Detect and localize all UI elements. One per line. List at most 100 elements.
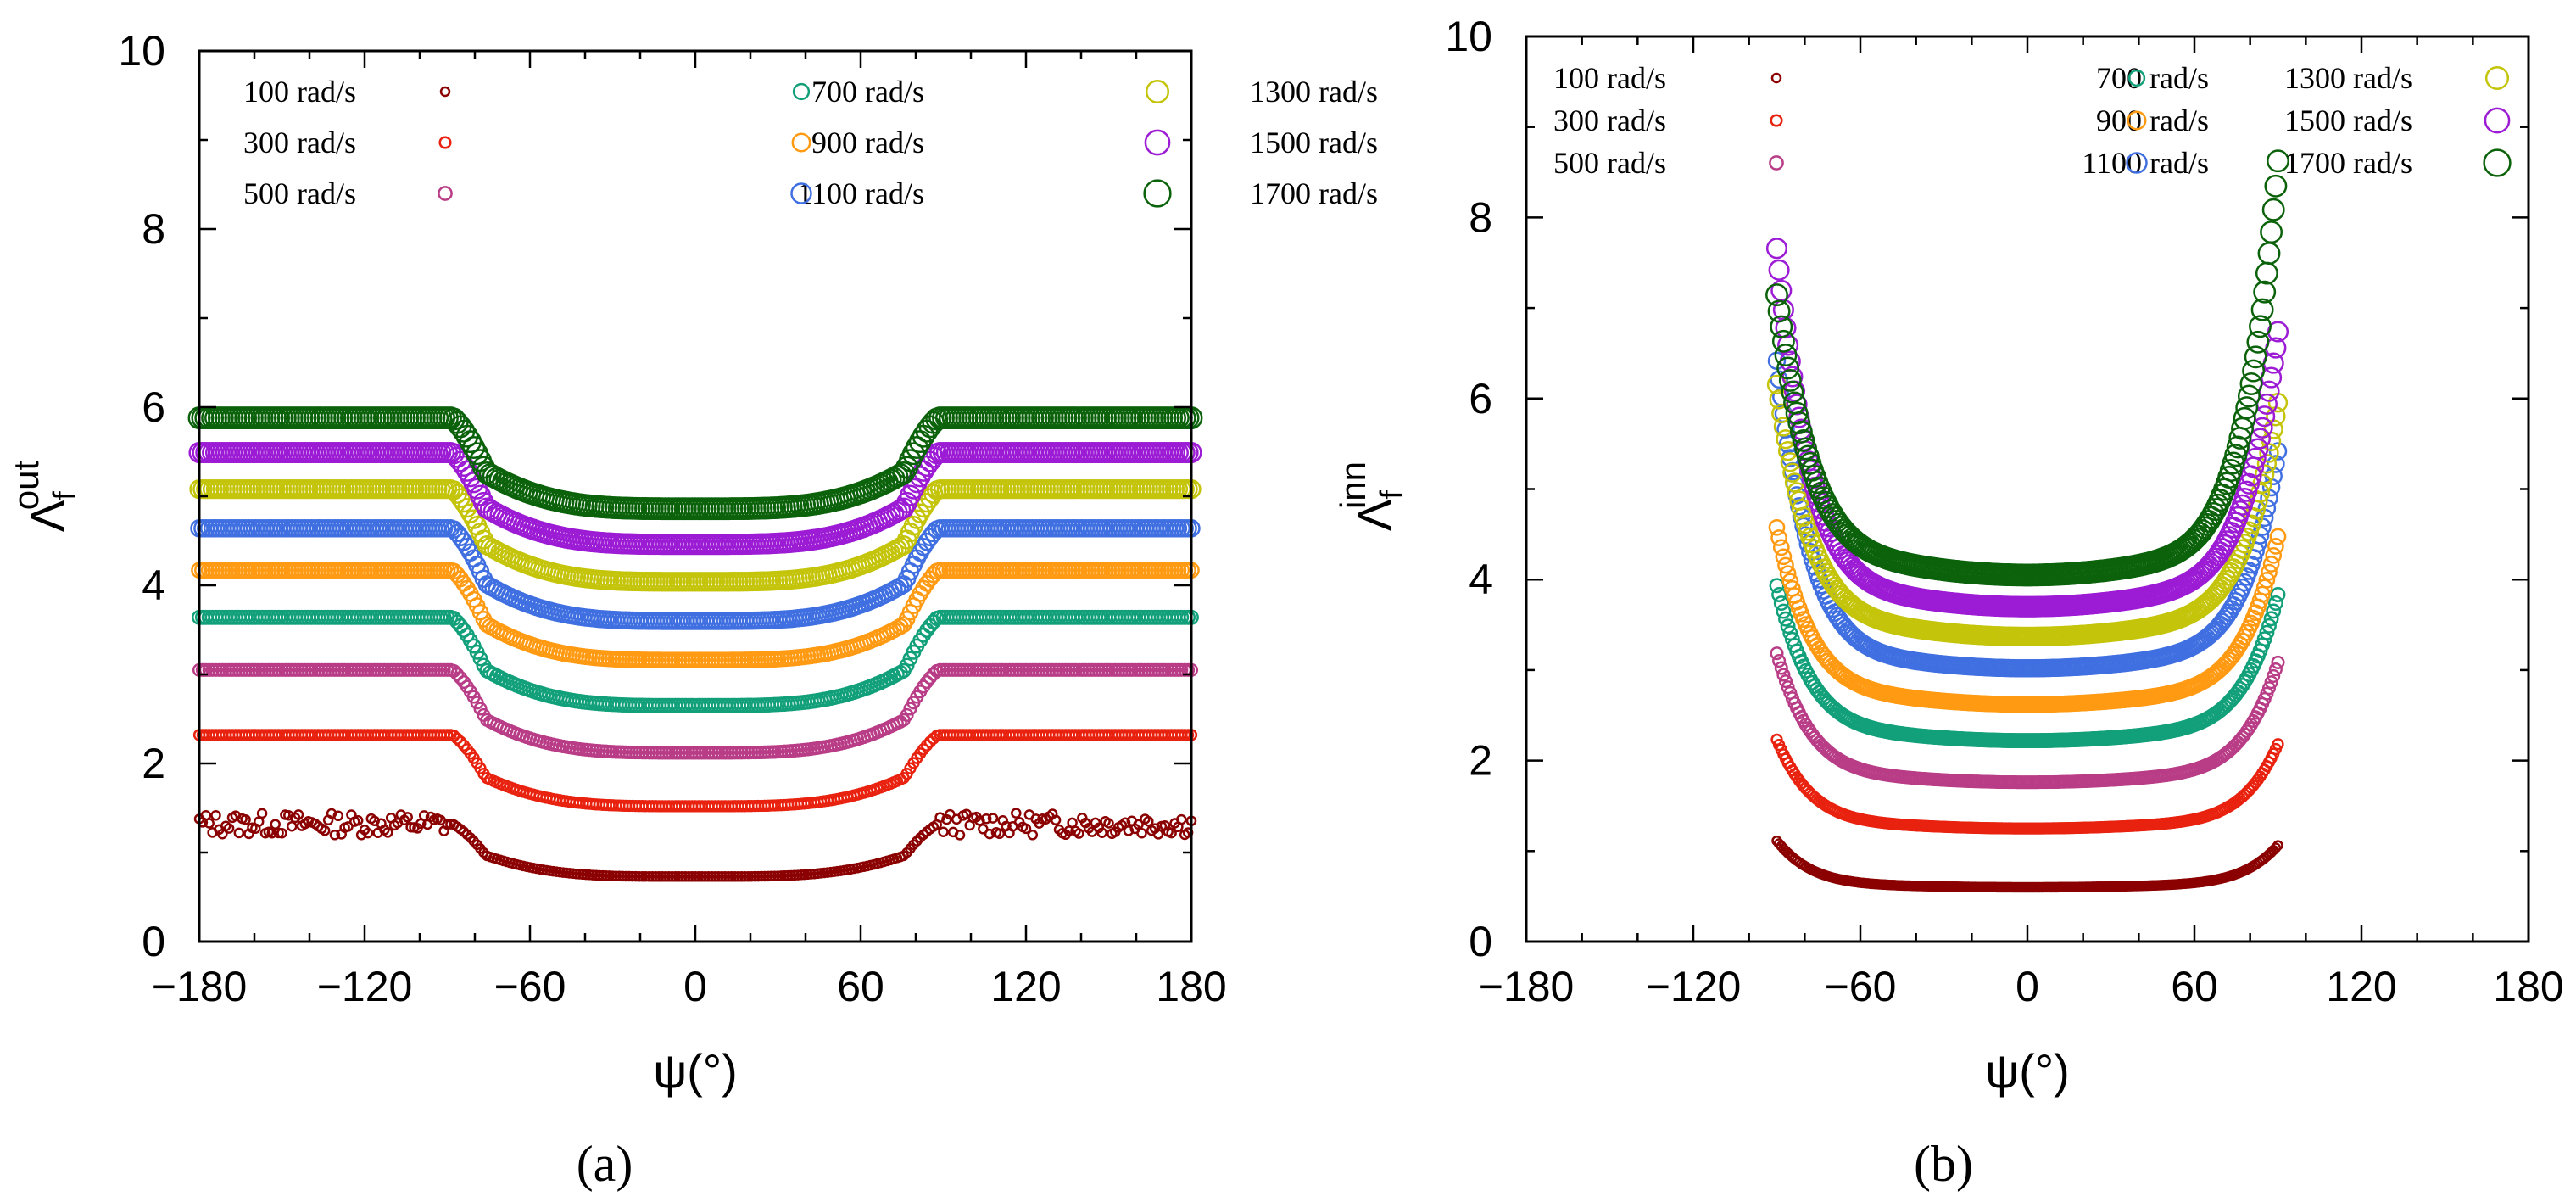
data-point [703, 871, 714, 882]
data-point [2271, 655, 2285, 669]
panel-a-x-axis-title: ψ(°) [653, 1044, 738, 1098]
svg-text:Λfinn: Λfinn [1333, 461, 1410, 531]
legend-label: 900 rad/s [2096, 103, 2209, 137]
legend-label: 300 rad/s [1553, 103, 1666, 137]
data-point [1011, 808, 1022, 819]
data-point [319, 825, 331, 836]
data-point [223, 823, 235, 834]
x-tick-label: −60 [1825, 963, 1897, 1010]
data-point [752, 870, 764, 882]
x-tick-label: −180 [1479, 963, 1575, 1010]
legend-label: 1100 rad/s [2082, 146, 2209, 180]
panel-b-label: (b) [1914, 1136, 1973, 1192]
data-point [782, 869, 794, 881]
series-100-rad-s [193, 808, 1197, 882]
legend-label: 1300 rad/s [2284, 61, 2412, 95]
x-tick-label: 120 [2326, 963, 2396, 1010]
series-700-rad-s [192, 609, 1199, 713]
data-point [666, 871, 677, 882]
data-point [1770, 529, 1787, 546]
data-point [210, 810, 221, 821]
x-tick-label: 60 [837, 963, 884, 1010]
panel-a-y-title-sub: f [47, 491, 83, 500]
data-point [1771, 587, 1787, 602]
legend-label: 100 rad/s [243, 75, 356, 109]
legend-label: 1700 rad/s [1250, 176, 1378, 210]
data-point [2266, 603, 2282, 619]
series-1500-rad-s [1765, 238, 2289, 618]
x-tick-label: 180 [2493, 963, 2563, 1010]
data-point [759, 870, 771, 882]
y-tick-label: 0 [1469, 918, 1492, 965]
y-tick-label: 2 [1469, 737, 1492, 785]
panel-b-series-layer [1765, 149, 2289, 893]
legend-label: 1300 rad/s [1250, 75, 1378, 109]
data-point [1769, 578, 1785, 594]
y-tick-label: 6 [1469, 375, 1492, 422]
legend-marker [1770, 72, 1782, 84]
series-300-rad-s [192, 729, 1198, 813]
y-tick-label: 2 [142, 740, 165, 787]
panel-a-y-title-sup: out [6, 460, 46, 510]
data-point [729, 871, 741, 882]
data-point [677, 871, 688, 882]
data-point [1772, 654, 1787, 668]
data-point [739, 870, 750, 882]
data-point [1027, 830, 1039, 841]
data-point [450, 667, 465, 681]
legend-marker [439, 86, 451, 98]
data-point [326, 808, 337, 819]
legend-marker [1144, 129, 1171, 156]
panel-b-x-axis-title: ψ(°) [1985, 1044, 2070, 1098]
data-point [332, 810, 344, 822]
series-1300-rad-s [189, 478, 1202, 592]
data-point [450, 488, 471, 508]
y-tick-label: 4 [1469, 556, 1492, 603]
legend-marker [438, 136, 452, 149]
legend-marker [1143, 179, 1172, 208]
data-point [974, 815, 985, 826]
data-point [362, 827, 374, 839]
data-point [352, 815, 364, 826]
data-point [914, 538, 933, 556]
data-point [736, 871, 747, 882]
data-point [749, 870, 761, 882]
x-tick-label: 180 [1156, 963, 1226, 1010]
data-point [402, 812, 413, 823]
x-tick-label: −120 [1646, 963, 1742, 1010]
data-point [706, 871, 717, 882]
series-1100-rad-s [190, 519, 1201, 630]
y-tick-label: 10 [1445, 13, 1492, 60]
data-point [980, 813, 992, 825]
data-point [293, 809, 304, 820]
data-point [623, 870, 635, 882]
data-point [286, 820, 298, 832]
data-point [746, 870, 757, 882]
panel-a-label: (a) [577, 1136, 633, 1192]
data-point [726, 871, 738, 882]
data-point [637, 870, 648, 882]
data-point [1103, 818, 1114, 829]
data-point [663, 871, 675, 882]
x-tick-label: −60 [494, 963, 566, 1010]
data-point [633, 870, 644, 882]
legend-label: 100 rad/s [1553, 61, 1666, 95]
y-tick-label: 0 [142, 918, 165, 965]
data-point [1133, 819, 1144, 830]
data-point [923, 735, 937, 748]
data-point [451, 732, 464, 745]
data-point [653, 871, 665, 882]
panel-b-y-title-sup: inn [1333, 461, 1373, 509]
data-point [954, 830, 966, 841]
legend-marker [2484, 65, 2510, 91]
data-point [1765, 238, 1788, 260]
data-point [670, 871, 681, 882]
data-point [630, 870, 642, 882]
legend-marker [792, 82, 811, 101]
data-point [600, 870, 611, 881]
data-point [2267, 538, 2284, 555]
data-point [607, 870, 618, 881]
data-point [769, 870, 780, 881]
